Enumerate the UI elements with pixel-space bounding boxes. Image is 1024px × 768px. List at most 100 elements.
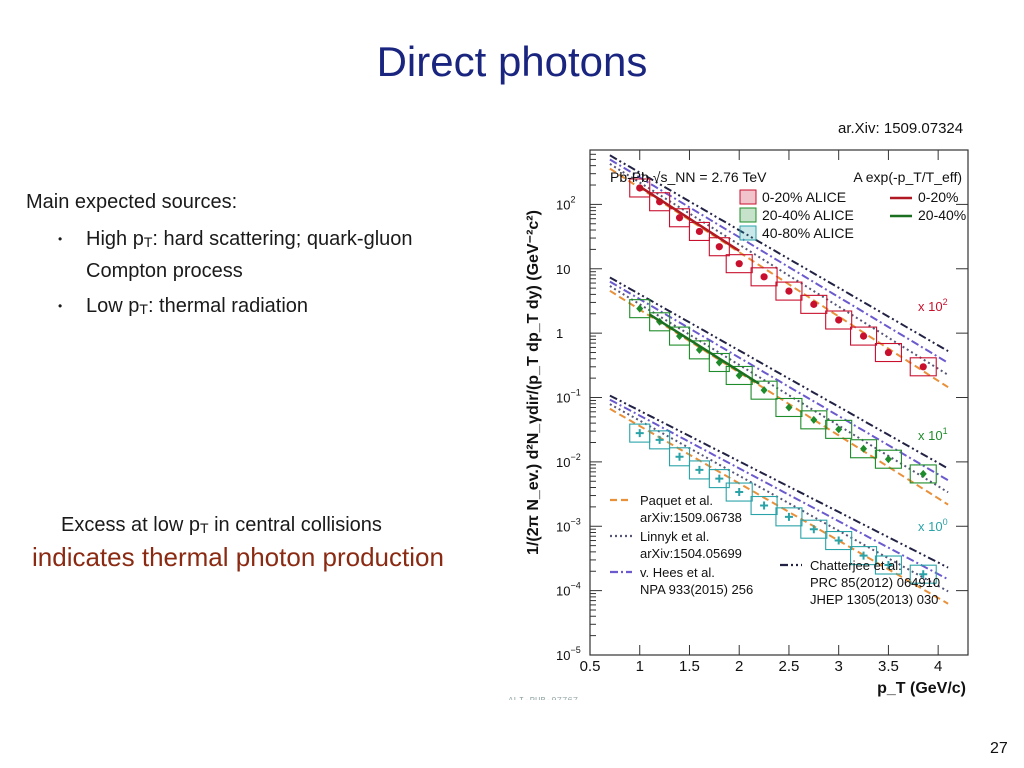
- data-point: [785, 403, 793, 412]
- data-point: [735, 488, 744, 497]
- data-point: [760, 386, 768, 395]
- x-tick-label: 1: [636, 658, 644, 675]
- bullet-prefix: High p: [86, 228, 144, 250]
- y-tick-label: 1: [556, 326, 563, 341]
- scale-label: x 101: [918, 426, 948, 443]
- sys-error-box: [874, 449, 902, 469]
- scale-label: x 102: [918, 297, 948, 314]
- sys-error-box: [688, 340, 710, 360]
- data-point: [834, 536, 843, 545]
- excess-prefix: Excess at low p: [61, 514, 200, 536]
- bullet-text: : thermal radiation: [147, 295, 309, 317]
- legend-marker: [739, 189, 757, 205]
- sys-error-box: [668, 326, 691, 346]
- legend-label: 20-40% ALICE: [762, 207, 854, 223]
- x-tick-label: 2.5: [779, 658, 800, 675]
- data-point: [860, 444, 868, 453]
- x-tick-label: 3.5: [878, 658, 899, 675]
- data-point: [884, 561, 893, 570]
- data-point: [715, 474, 724, 483]
- sys-error-box: [708, 469, 730, 489]
- photon-spectrum-chart: 0.5 1 1.5 2 2.5 3 3.5 4 10−5 10−4 10−3 10−2 10−1 1 10 1…: [508, 149, 969, 700]
- bullet-subscript: T: [143, 234, 153, 250]
- y-tick-label: 10−4: [556, 581, 581, 599]
- data-point: [835, 425, 843, 434]
- excess-suffix: in central collisions: [208, 514, 382, 536]
- sys-error-box: [850, 326, 878, 346]
- sys-error-box: [649, 312, 671, 332]
- data-point: [919, 570, 928, 579]
- data-point: [735, 260, 743, 268]
- plot-frame: [589, 149, 969, 656]
- sys-error-box: [800, 519, 828, 539]
- y-tick-label: 10−5: [556, 645, 581, 663]
- sys-error-box: [649, 430, 671, 450]
- model-curve: [609, 280, 949, 482]
- legend-label: 0-20%: [918, 189, 958, 205]
- scale-label: x 100: [918, 517, 948, 534]
- model-curve: [609, 285, 949, 494]
- model-curve: [609, 394, 949, 569]
- sys-error-box: [800, 294, 828, 314]
- data-point: [695, 227, 704, 236]
- legend-marker: [739, 225, 757, 241]
- data-point: [675, 214, 684, 222]
- data-point: [784, 512, 793, 521]
- sys-error-box: [750, 380, 778, 400]
- sys-error-box: [725, 365, 753, 386]
- model-curve: [609, 407, 949, 605]
- sources-heading: Main expected sources:: [26, 191, 238, 213]
- slide-title: Direct photons: [376, 38, 648, 85]
- sys-error-box: [708, 352, 730, 373]
- sys-error-box: [668, 447, 691, 467]
- sys-error-box: [825, 530, 853, 551]
- sys-error-box: [775, 507, 803, 527]
- x-tick-label: 4: [934, 658, 942, 675]
- data-point: [810, 415, 818, 424]
- model-curve: [609, 158, 949, 364]
- sys-error-box: [649, 192, 671, 212]
- model-legend-label: arXiv:1504.05699: [640, 546, 742, 561]
- arxiv-reference: ar.Xiv: 1509.07324: [838, 120, 964, 137]
- bullet-prefix: Low p: [86, 295, 140, 317]
- sys-error-box: [825, 419, 853, 439]
- data-point: [884, 348, 893, 357]
- data-point: [655, 435, 664, 444]
- data-point: [695, 465, 704, 474]
- chart-header-left: Pb-Pb √s_NN = 2.76 TeV: [610, 169, 767, 185]
- y-tick-label: 10−3: [556, 516, 581, 534]
- sys-error-box: [825, 310, 853, 330]
- sys-error-box: [750, 495, 778, 516]
- model-legend-label: JHEP 1305(2013) 030: [810, 592, 938, 607]
- model-legend-label: PRC 85(2012) 064910: [810, 575, 940, 590]
- data-point: [785, 287, 793, 295]
- watermark-label: ALI-PUB-97767: [508, 696, 578, 700]
- legend-label: 0-20% ALICE: [762, 189, 846, 205]
- exp-fit-line: [649, 313, 760, 385]
- bullet-text-line2: Compton process: [86, 260, 243, 282]
- y-tick-label: 102: [556, 194, 575, 212]
- sys-error-box: [874, 555, 902, 575]
- y-tick-label: 10−1: [556, 388, 581, 406]
- legend-marker: [739, 207, 757, 223]
- data-point: [809, 525, 818, 534]
- model-curve: [609, 276, 949, 470]
- data-point: [884, 455, 892, 464]
- sys-error-box: [909, 464, 937, 484]
- sys-error-box: [725, 254, 753, 274]
- sys-error-box: [750, 267, 778, 287]
- sys-error-box: [629, 178, 651, 198]
- excess-subscript: T: [199, 520, 209, 536]
- model-legend-label: arXiv:1509.06738: [640, 510, 742, 525]
- x-axis-label: p_T (GeV/c): [877, 680, 966, 697]
- data-point: [760, 501, 769, 510]
- data-point: [859, 332, 868, 340]
- y-axis-label: 1/(2π N_ev.) d²N_γdir/(p_T dp_T dy) (GeV…: [525, 210, 542, 555]
- data-point: [635, 429, 644, 438]
- bullet-text: : hard scattering; quark-gluon: [152, 228, 413, 250]
- data-point: [859, 551, 868, 560]
- sys-error-box: [775, 281, 803, 301]
- data-point: [835, 316, 843, 324]
- model-legend-label: Paquet et al.: [640, 493, 713, 508]
- exp-fit-line: [639, 185, 740, 252]
